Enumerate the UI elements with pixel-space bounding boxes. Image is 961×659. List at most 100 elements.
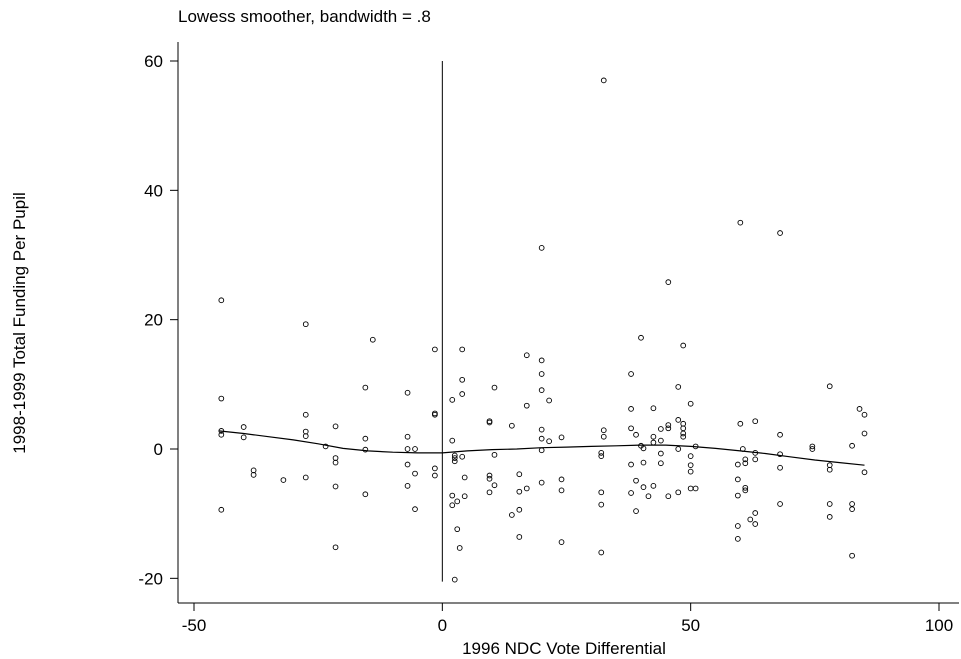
data-point: [302, 433, 309, 439]
x-axis-ticks: -50 0 50 100: [182, 603, 953, 635]
data-point: [600, 433, 607, 440]
data-point: [633, 508, 639, 514]
data-point: [454, 498, 461, 505]
data-point: [658, 460, 664, 467]
x-tick-label: 100: [925, 616, 953, 635]
data-point: [861, 411, 868, 418]
data-point: [362, 384, 369, 391]
data-point: [734, 476, 741, 483]
data-point: [451, 455, 458, 461]
data-point: [461, 493, 468, 500]
data-point: [491, 451, 498, 458]
data-point: [218, 506, 225, 513]
data-point: [516, 534, 523, 540]
data-point: [849, 552, 855, 559]
data-point: [600, 427, 607, 434]
data-point: [849, 501, 855, 507]
data-point: [538, 387, 545, 394]
data-point: [516, 471, 523, 478]
data-point: [456, 545, 463, 551]
data-point: [809, 446, 816, 452]
data-point: [650, 439, 657, 446]
data-point: [598, 453, 605, 459]
data-point: [633, 431, 639, 438]
data-point: [665, 493, 672, 500]
data-point: [658, 426, 664, 432]
data-point: [777, 230, 783, 236]
data-point: [742, 460, 749, 467]
data-point: [404, 389, 411, 396]
data-point: [449, 492, 456, 499]
data-point: [598, 489, 605, 496]
y-tick-label: 40: [144, 181, 163, 200]
x-tick-label: 50: [681, 616, 700, 635]
data-point: [633, 477, 639, 484]
data-point: [404, 433, 411, 440]
data-point: [451, 576, 458, 583]
data-point: [600, 77, 607, 84]
data-point: [849, 442, 855, 449]
data-point: [459, 346, 466, 353]
data-point: [538, 426, 545, 433]
data-point: [449, 502, 456, 509]
data-point: [432, 411, 438, 418]
data-point: [687, 400, 694, 407]
data-point: [598, 501, 605, 508]
data-point: [523, 485, 530, 492]
data-point: [491, 482, 498, 489]
data-point: [752, 418, 759, 425]
data-point: [369, 336, 376, 343]
data-point: [752, 456, 759, 463]
data-point: [523, 352, 530, 359]
data-point: [628, 461, 634, 468]
data-point: [451, 458, 458, 465]
lowess-curve-group: [218, 430, 865, 466]
data-point: [362, 446, 369, 453]
data-point: [645, 493, 652, 500]
data-point: [777, 431, 783, 438]
data-point: [650, 405, 657, 412]
data-point: [650, 433, 657, 440]
data-point: [451, 452, 458, 459]
x-tick-label: 0: [438, 616, 447, 635]
data-point: [692, 485, 699, 492]
data-point: [486, 472, 493, 479]
data-point: [849, 506, 855, 512]
data-point: [332, 423, 339, 430]
data-point: [240, 424, 247, 430]
data-point: [546, 397, 552, 404]
data-point: [826, 514, 833, 520]
data-point: [687, 462, 694, 469]
data-point: [486, 419, 493, 426]
data-point: [486, 475, 493, 482]
data-point: [240, 434, 247, 441]
data-point: [412, 446, 418, 452]
data-point: [638, 334, 644, 341]
data-point: [404, 446, 411, 452]
data-point: [302, 474, 309, 481]
y-axis-ticks: -20 0 20 40 60: [138, 52, 178, 588]
data-point: [538, 371, 545, 377]
y-axis-title: 1998-1999 Total Funding Per Pupil: [10, 192, 29, 453]
data-point: [538, 435, 545, 442]
data-point: [598, 450, 605, 456]
data-point: [734, 461, 741, 468]
data-point: [628, 490, 634, 496]
data-point: [412, 506, 418, 512]
data-point: [650, 483, 657, 489]
data-point: [250, 472, 257, 478]
data-point: [538, 479, 545, 486]
data-point: [280, 477, 287, 483]
chart-subtitle: Lowess smoother, bandwidth = .8: [178, 7, 431, 26]
data-point: [486, 489, 493, 496]
data-point: [777, 464, 783, 471]
data-point: [598, 549, 605, 556]
data-point: [432, 465, 438, 472]
data-point: [628, 371, 634, 377]
data-point: [675, 417, 682, 423]
data-point: [826, 466, 833, 473]
data-point: [302, 321, 309, 328]
data-point: [826, 501, 833, 507]
data-point: [658, 437, 664, 444]
